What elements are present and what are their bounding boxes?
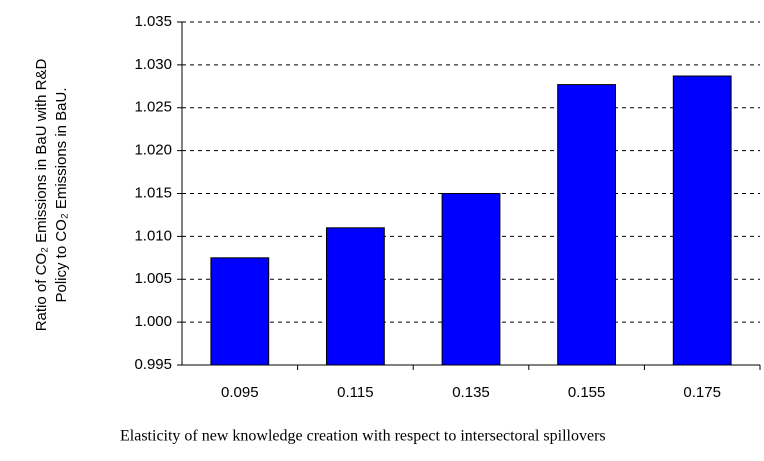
y-axis-title-line: Policy to CO₂ Emissions in BaU. xyxy=(53,87,70,302)
x-tick-label: 0.175 xyxy=(683,384,721,401)
y-tick-label: 1.020 xyxy=(134,142,172,159)
bar xyxy=(326,227,385,366)
y-tick-label: 1.025 xyxy=(134,99,172,116)
x-tick-label: 0.095 xyxy=(221,384,259,401)
y-axis-title-line: Ratio of CO₂ Emissions in BaU with R&D xyxy=(33,59,50,332)
y-tick-label: 1.015 xyxy=(134,184,172,201)
y-tick-label: 1.000 xyxy=(134,313,172,330)
y-axis-title: Ratio of CO₂ Emissions in BaU with R&D P… xyxy=(33,59,70,332)
y-tick-label: 1.035 xyxy=(134,13,172,30)
bar xyxy=(210,257,270,366)
bar xyxy=(557,84,617,366)
x-tick-label: 0.135 xyxy=(452,384,490,401)
bar xyxy=(441,193,501,366)
y-tick-label: 1.010 xyxy=(134,227,172,244)
y-tick-label: 1.005 xyxy=(134,270,172,287)
bar xyxy=(672,75,732,366)
y-tick-label: 0.995 xyxy=(134,356,172,373)
x-tick-label: 0.155 xyxy=(568,384,606,401)
x-tick-label: 0.115 xyxy=(337,384,373,401)
x-axis-title: Elasticity of new knowledge creation wit… xyxy=(120,428,606,445)
y-tick-label: 1.030 xyxy=(134,56,172,73)
